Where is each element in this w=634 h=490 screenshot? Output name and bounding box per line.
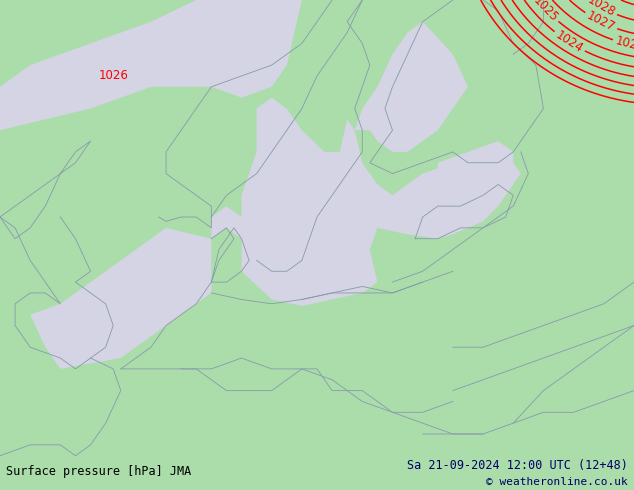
Text: 1024: 1024: [553, 28, 585, 55]
Text: 1027: 1027: [585, 9, 617, 34]
Polygon shape: [30, 228, 211, 369]
Text: 1026: 1026: [614, 35, 634, 55]
Text: 1028: 1028: [585, 0, 617, 20]
Text: 1025: 1025: [531, 0, 560, 24]
Text: © weatheronline.co.uk: © weatheronline.co.uk: [486, 477, 628, 488]
Polygon shape: [0, 0, 302, 130]
Text: Surface pressure [hPa] JMA: Surface pressure [hPa] JMA: [6, 465, 191, 478]
Polygon shape: [211, 206, 279, 271]
Text: 1026: 1026: [98, 70, 128, 82]
Polygon shape: [355, 22, 468, 152]
Polygon shape: [242, 98, 514, 306]
Text: Sa 21-09-2024 12:00 UTC (12+48): Sa 21-09-2024 12:00 UTC (12+48): [407, 459, 628, 472]
Polygon shape: [437, 152, 521, 184]
